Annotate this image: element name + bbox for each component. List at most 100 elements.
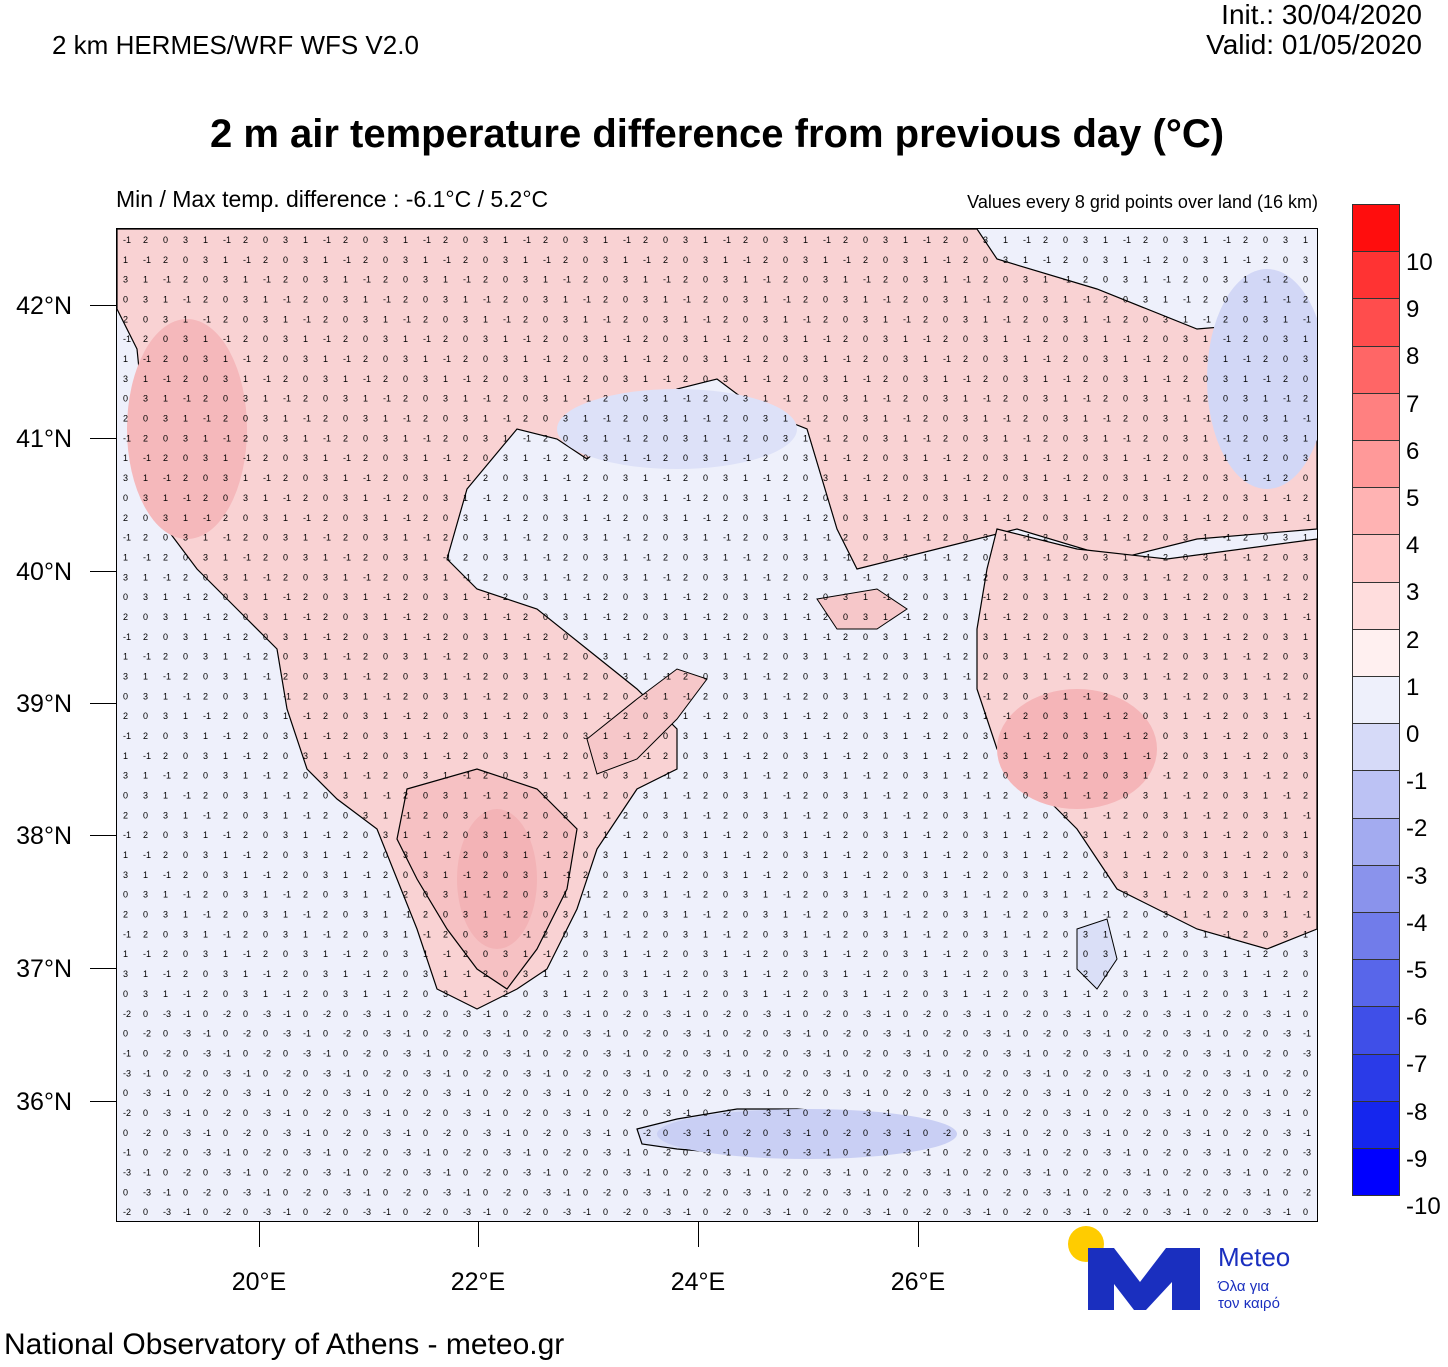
grid-value: -1 — [1003, 414, 1011, 424]
grid-value: 0 — [1083, 1148, 1088, 1158]
grid-value: 2 — [763, 949, 768, 959]
grid-value: -1 — [923, 731, 931, 741]
grid-value: -1 — [223, 1048, 231, 1058]
grid-value: 1 — [1123, 354, 1128, 364]
grid-value: -1 — [1083, 493, 1091, 503]
grid-value: 3 — [903, 751, 908, 761]
grid-value: -1 — [1023, 334, 1031, 344]
grid-value: 3 — [1243, 394, 1248, 404]
grid-value: 0 — [703, 1009, 708, 1019]
grid-value: -2 — [1043, 1128, 1051, 1138]
grid-value: 1 — [743, 969, 748, 979]
grid-value: 2 — [363, 751, 368, 761]
grid-value: 0 — [583, 949, 588, 959]
grid-value: 0 — [663, 1068, 668, 1078]
grid-value: -1 — [583, 890, 591, 900]
grid-value: 0 — [443, 1108, 448, 1118]
lon-label-24: 24°E — [670, 1268, 726, 1296]
grid-value: 3 — [483, 533, 488, 543]
grid-value: 2 — [583, 771, 588, 781]
grid-value: 1 — [543, 374, 548, 384]
grid-value: -1 — [363, 374, 371, 384]
grid-value: -1 — [883, 1009, 891, 1019]
grid-value: -2 — [923, 1108, 931, 1118]
grid-value: -1 — [323, 632, 331, 642]
grid-value: 3 — [743, 493, 748, 503]
grid-value: -1 — [183, 691, 191, 701]
grid-value: -1 — [743, 354, 751, 364]
colorbar-label: -5 — [1406, 957, 1428, 984]
grid-value: -1 — [1103, 612, 1111, 622]
grid-value: 1 — [203, 731, 208, 741]
grid-value: -3 — [243, 1187, 251, 1197]
grid-value: 1 — [583, 910, 588, 920]
grid-value: 3 — [503, 652, 508, 662]
grid-value: 2 — [183, 572, 188, 582]
grid-value: 0 — [203, 1167, 208, 1177]
grid-value: 0 — [203, 374, 208, 384]
grid-value: 0 — [143, 1009, 148, 1019]
grid-value: -2 — [683, 1167, 691, 1177]
grid-value: 3 — [1303, 552, 1308, 562]
grid-value: -1 — [643, 552, 651, 562]
grid-value: 3 — [443, 691, 448, 701]
grid-value: 3 — [1023, 572, 1028, 582]
colorbar-box — [1352, 959, 1400, 1008]
grid-value: -1 — [763, 572, 771, 582]
grid-value: -2 — [343, 1029, 351, 1039]
grid-value: 1 — [1003, 533, 1008, 543]
grid-value: -1 — [1243, 751, 1251, 761]
lat-tick — [90, 968, 116, 969]
grid-value: -2 — [443, 1029, 451, 1039]
grid-value: 1 — [903, 929, 908, 939]
grid-value: 1 — [1023, 949, 1028, 959]
grid-value: 2 — [783, 275, 788, 285]
grid-value: 3 — [1183, 731, 1188, 741]
grid-value: -3 — [463, 1108, 471, 1118]
grid-value: 2 — [1103, 791, 1108, 801]
minmax-summary: Min / Max temp. difference : -6.1°C / 5.… — [116, 186, 549, 212]
grid-value: -3 — [663, 1108, 671, 1118]
grid-value: 3 — [143, 791, 148, 801]
grid-value: 0 — [943, 513, 948, 523]
grid-value: 2 — [623, 711, 628, 721]
grid-value: -1 — [723, 334, 731, 344]
grid-value: 0 — [783, 652, 788, 662]
grid-value: -2 — [383, 1167, 391, 1177]
grid-value: -1 — [443, 652, 451, 662]
grid-value: 1 — [623, 652, 628, 662]
grid-value: -1 — [203, 513, 211, 523]
grid-value: 3 — [403, 850, 408, 860]
grid-value: -1 — [323, 533, 331, 543]
grid-value: -1 — [943, 1167, 951, 1177]
grid-value: 3 — [563, 810, 568, 820]
grid-value: 0 — [143, 314, 148, 324]
grid-value: 3 — [743, 989, 748, 999]
grid-value: -1 — [1023, 433, 1031, 443]
grid-value: 2 — [783, 969, 788, 979]
grid-value: -2 — [423, 1108, 431, 1118]
grid-value: -1 — [1103, 1029, 1111, 1039]
grid-value: 0 — [203, 572, 208, 582]
grid-value: 3 — [603, 453, 608, 463]
grid-value: 1 — [523, 552, 528, 562]
grid-value: 1 — [223, 354, 228, 364]
grid-value: 0 — [943, 1009, 948, 1019]
grid-value: 0 — [1263, 533, 1268, 543]
grid-value: 3 — [1303, 949, 1308, 959]
grid-value: 2 — [883, 870, 888, 880]
grid-value: -1 — [163, 671, 171, 681]
grid-value: 1 — [1063, 989, 1068, 999]
grid-value: 3 — [343, 989, 348, 999]
grid-value: 3 — [1063, 711, 1068, 721]
grid-value: 3 — [203, 949, 208, 959]
grid-value: -1 — [863, 771, 871, 781]
grid-value: -2 — [1263, 1048, 1271, 1058]
grid-value: -1 — [1063, 374, 1071, 384]
grid-value: -1 — [383, 890, 391, 900]
grid-value: 0 — [1263, 1128, 1268, 1138]
grid-value: -3 — [263, 1108, 271, 1118]
grid-value: 0 — [1283, 255, 1288, 265]
grid-value: -1 — [483, 890, 491, 900]
grid-value: -1 — [583, 295, 591, 305]
